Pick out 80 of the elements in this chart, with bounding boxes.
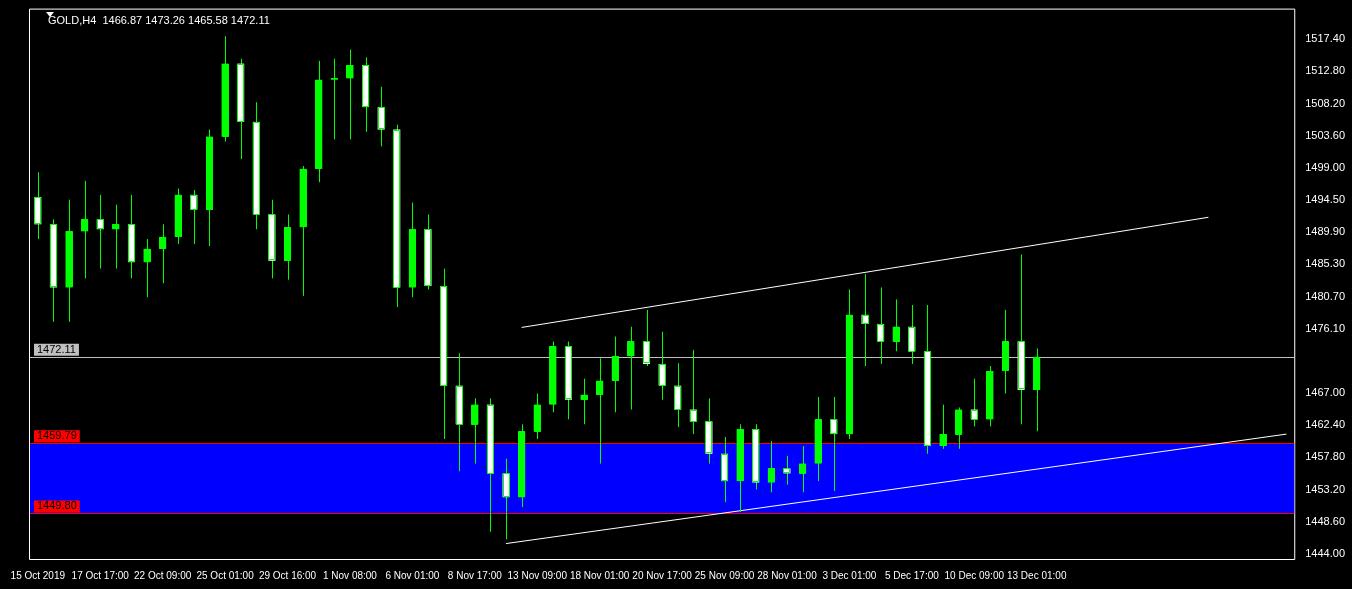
candlestick [377, 86, 385, 147]
x-tick-label: 22 Oct 09:00 [134, 569, 192, 581]
y-tick-label: 1517.40 [1305, 32, 1345, 45]
x-tick-label: 3 Dec 01:00 [822, 569, 877, 581]
chart-title: GOLD,H4 1466.87 1473.26 1465.58 1472.11 [48, 13, 270, 26]
x-tick-label: 20 Nov 17:00 [632, 569, 693, 581]
candlestick [658, 331, 666, 401]
ref-line-label: 1459.79 [37, 429, 77, 442]
candlestick [143, 238, 151, 298]
candlestick [112, 204, 120, 270]
x-tick-label: 17 Oct 17:00 [71, 569, 130, 581]
candlestick [799, 445, 807, 493]
x-tick-label: 1 Nov 08:00 [322, 569, 378, 581]
candlestick [159, 223, 167, 284]
y-tick-label: 1476.10 [1305, 321, 1345, 334]
candlestick [34, 171, 42, 240]
candlestick [362, 56, 370, 133]
candlestick [580, 378, 588, 425]
candlestick [674, 362, 682, 428]
candlestick [892, 298, 900, 352]
candlestick [986, 365, 994, 427]
candlestick [721, 436, 729, 503]
x-tick-label: 15 Oct 2019 [10, 569, 66, 581]
y-tick-label: 1480.70 [1305, 289, 1345, 302]
y-tick-label: 1462.40 [1305, 418, 1345, 431]
candlestick [315, 60, 323, 183]
ref-line-label: 1449.80 [37, 499, 77, 512]
candlestick [471, 397, 479, 465]
candlestick [970, 378, 978, 427]
candlestick [81, 180, 89, 279]
candlestick [440, 268, 448, 440]
candlestick [549, 340, 557, 413]
x-tick-label: 6 Nov 01:00 [385, 569, 440, 581]
candlestick [705, 397, 713, 465]
y-tick-label: 1499.00 [1305, 161, 1345, 174]
x-tick-label: 5 Dec 17:00 [884, 569, 940, 581]
y-tick-label: 1508.20 [1305, 96, 1345, 109]
y-tick-label: 1489.90 [1305, 225, 1345, 238]
x-tick-label: 25 Nov 09:00 [694, 569, 755, 581]
x-tick-label: 8 Nov 17:00 [447, 569, 503, 581]
candlestick [268, 199, 276, 279]
x-tick-label: 13 Dec 01:00 [1006, 569, 1067, 581]
y-tick-label: 1485.30 [1305, 257, 1345, 270]
candlestick [752, 423, 760, 491]
y-tick-label: 1453.20 [1305, 482, 1345, 495]
candlestick [783, 455, 791, 486]
candlestick [284, 213, 292, 281]
candlestick [596, 357, 604, 465]
candlestick [643, 309, 651, 367]
candlestick [689, 349, 697, 435]
y-tick-label: 1503.60 [1305, 128, 1345, 141]
candlestick [393, 124, 401, 308]
x-tick-label: 25 Oct 01:00 [196, 569, 255, 581]
candlestick [830, 396, 838, 492]
candlestick [955, 406, 963, 450]
x-tick-label: 29 Oct 16:00 [258, 569, 317, 581]
y-tick-label: 1444.00 [1305, 547, 1345, 560]
candlestick [518, 423, 526, 508]
y-tick-label: 1448.60 [1305, 514, 1345, 527]
x-tick-label: 28 Nov 01:00 [757, 569, 818, 581]
candlestick [190, 189, 198, 245]
y-tick-label: 1512.80 [1305, 64, 1345, 77]
x-tick-label: 10 Dec 09:00 [944, 569, 1005, 581]
candlestick [1033, 348, 1041, 432]
candlestick [877, 286, 885, 365]
candlestick [346, 49, 354, 140]
ref-line-label: 1472.11 [37, 342, 76, 355]
candlestick [96, 194, 104, 270]
candlestick [627, 326, 635, 411]
x-tick-label: 18 Nov 01:00 [569, 569, 630, 581]
candlestick [939, 404, 947, 450]
y-tick-label: 1457.80 [1305, 450, 1345, 463]
x-tick-label: 13 Nov 09:00 [507, 569, 568, 581]
candlestick [424, 213, 432, 291]
candlestick [908, 304, 916, 365]
candlestick [767, 440, 775, 493]
y-tick-label: 1494.50 [1305, 192, 1345, 205]
y-tick-label: 1467.00 [1305, 385, 1345, 398]
candlestick [502, 458, 510, 540]
candlestick [237, 58, 245, 160]
